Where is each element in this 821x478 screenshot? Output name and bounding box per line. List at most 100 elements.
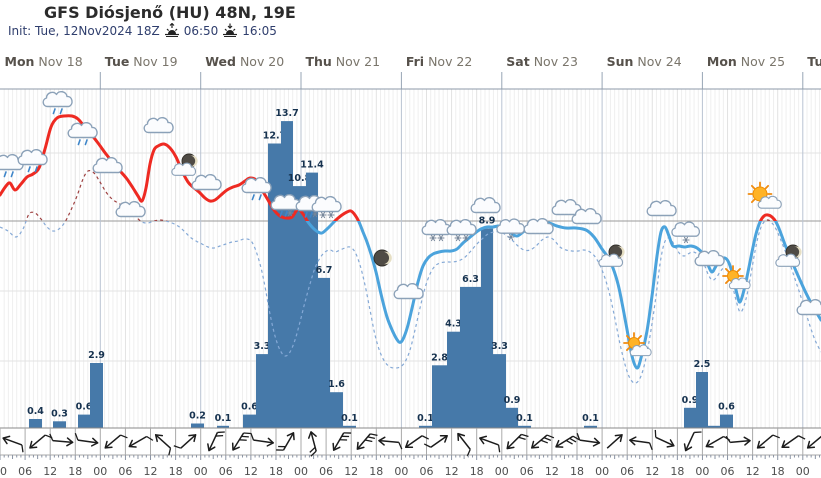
- precip-value: 0.1: [516, 413, 533, 424]
- wind-barb: [683, 431, 702, 452]
- time-label: 12: [746, 465, 760, 478]
- time-label: 18: [269, 465, 283, 478]
- precip-bar: [432, 365, 447, 428]
- temperature-curve-dashed-warm: [25, 170, 771, 221]
- precip-value: 10.8: [288, 173, 312, 184]
- time-label: 06: [420, 465, 434, 478]
- cloud-icon: [694, 250, 725, 267]
- day-header: Mon Nov 18 Tue Nov 19 Wed Nov 20 Thu Nov 21…: [5, 54, 821, 69]
- time-label: 06: [319, 465, 333, 478]
- precip-bar: [191, 423, 204, 428]
- cloud-snow1-icon: [671, 221, 700, 244]
- precip-bar: [419, 425, 432, 428]
- cloud-rain-icon: [241, 177, 272, 201]
- precip-value: 12.7: [263, 131, 286, 142]
- time-label: 12: [144, 465, 158, 478]
- wind-barb: [250, 432, 275, 447]
- time-label: 00: [394, 465, 408, 478]
- wind-barb: [576, 432, 601, 447]
- precip-bar: [708, 425, 720, 428]
- wind-barb: [231, 432, 252, 451]
- precip-value: 3.3: [254, 341, 271, 352]
- temperature-curves: [0, 114, 821, 384]
- time-label: 00: [595, 465, 609, 478]
- wind-barb: [725, 435, 751, 446]
- time-label: 00: [495, 465, 509, 478]
- precip-value: 1.6: [328, 379, 345, 390]
- precip-bar: [78, 414, 90, 428]
- cloud-icon: [796, 299, 821, 316]
- day-label: Thu Nov 21: [306, 54, 381, 69]
- init-text: Init: Tue, 12Nov2024 18Z: [8, 23, 160, 38]
- precip-value: 3.3: [491, 341, 508, 352]
- time-label: 12: [545, 465, 559, 478]
- time-label: 00: [93, 465, 107, 478]
- precip-bar: [217, 425, 229, 428]
- time-label: 12: [43, 465, 57, 478]
- cloud-icon: [523, 218, 554, 235]
- time-label: 00: [294, 465, 308, 478]
- precip-bar: [720, 414, 733, 428]
- precip-bar: [481, 228, 493, 428]
- time-label: 00: [194, 465, 208, 478]
- cloud-icon: [551, 199, 582, 216]
- time-label: 18: [68, 465, 82, 478]
- sunrise-time: 06:50: [183, 23, 219, 38]
- precip-value: 11.4: [300, 160, 324, 171]
- precip-bar: [684, 407, 696, 428]
- time-label: 06: [721, 465, 735, 478]
- precip-bar: [330, 392, 343, 428]
- wind-barb: [781, 435, 806, 448]
- precip-value: 0.3: [51, 408, 68, 419]
- sun-cloud-icon: [623, 332, 652, 357]
- time-label: 00: [796, 465, 810, 478]
- wind-barb: [308, 431, 317, 457]
- time-label: 12: [645, 465, 659, 478]
- precip-value: 0.1: [417, 413, 434, 424]
- wind-barb: [29, 434, 53, 449]
- precip-bar: [584, 425, 597, 428]
- precip-bar: [318, 277, 330, 428]
- precip-bar: [29, 419, 42, 428]
- precip-bar: [53, 421, 66, 428]
- time-label: 12: [445, 465, 459, 478]
- temperature-curve-dashed-cold: [0, 221, 821, 384]
- wind-barb: [378, 436, 403, 450]
- time-label: 18: [470, 465, 484, 478]
- precip-value: 4.3: [445, 319, 462, 330]
- wind-barb: [104, 434, 128, 449]
- precip-bar: [256, 354, 268, 428]
- wind-barb: [530, 434, 555, 449]
- wind-barb: [629, 436, 653, 451]
- day-label: Tue Nov 19: [105, 54, 178, 69]
- cloud-rain-icon: [17, 149, 48, 173]
- wind-barb: [654, 429, 675, 448]
- day-label: Sun Nov 24: [607, 54, 682, 69]
- wind-barb: [207, 431, 225, 452]
- precip-bar: [306, 172, 318, 428]
- cloud-icon: [143, 117, 174, 134]
- precip-value: 13.7: [275, 108, 298, 119]
- day-label: Mon Nov 25: [707, 54, 785, 69]
- sun-cloud-icon: [722, 265, 751, 290]
- moon-cloud-icon: [171, 153, 198, 176]
- sunset-icon: [223, 23, 238, 37]
- wind-barb: [806, 434, 821, 449]
- precip-bar: [243, 414, 256, 428]
- precip-value: 8.9: [479, 216, 496, 227]
- wind-barb: [457, 432, 471, 457]
- precip-value: 0.4: [27, 406, 44, 417]
- time-label: 18: [670, 465, 684, 478]
- wind-barb: [356, 433, 378, 450]
- wind-barb: [74, 432, 99, 447]
- precip-value: 0.2: [189, 411, 206, 422]
- wind-barb: [423, 435, 448, 448]
- temperature-curve-warm: [0, 114, 778, 221]
- wind-barb: [479, 435, 501, 453]
- weather-icons: [0, 91, 821, 357]
- moon-cloud-icon: [775, 244, 802, 267]
- wind-barb-row: [0, 427, 821, 457]
- wind-barb: [756, 434, 780, 449]
- precip-bar: [343, 425, 356, 428]
